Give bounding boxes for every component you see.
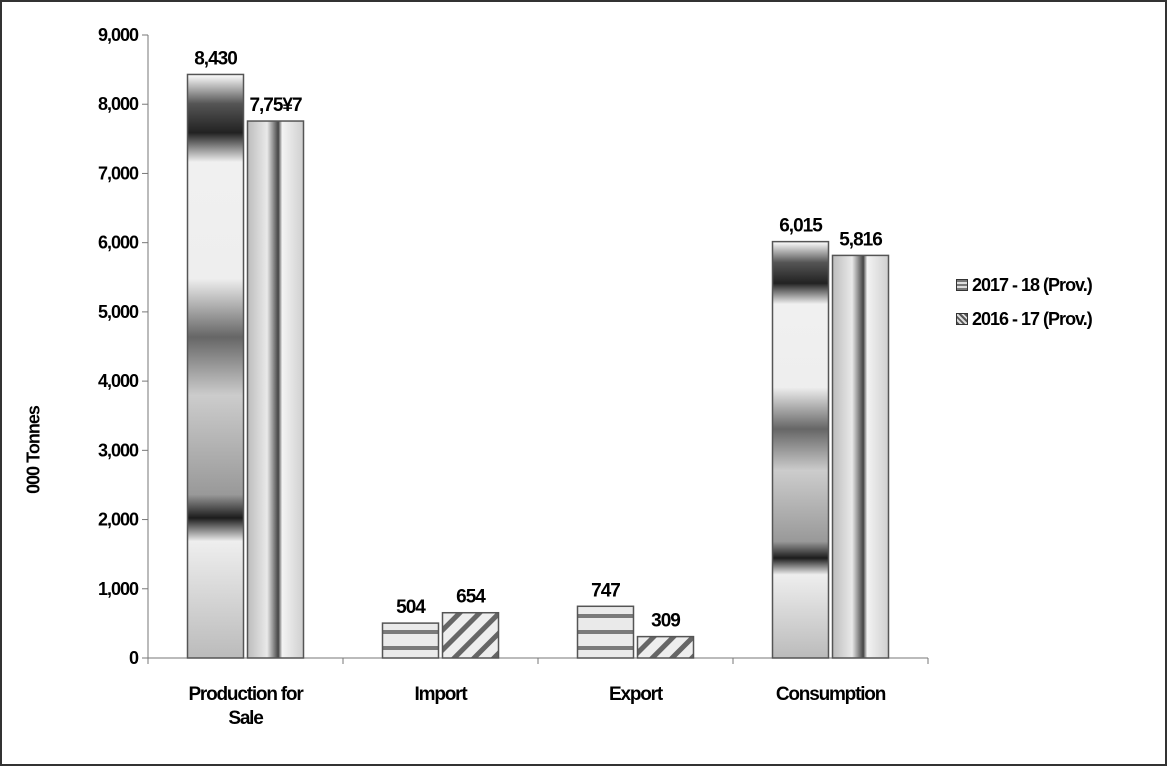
data-label: 747 [591, 580, 620, 601]
bar-2017-18 [576, 605, 635, 659]
y-tick-label: 2,000 [98, 510, 139, 530]
y-tick-label: 5,000 [98, 302, 139, 322]
bar-2016-17 [831, 254, 890, 659]
legend-swatch [956, 279, 968, 291]
y-tick-label: 1,000 [98, 579, 139, 599]
y-tick-label: 3,000 [98, 440, 139, 460]
y-tick-label: 9,000 [98, 25, 139, 45]
bar-2016-17 [441, 611, 500, 659]
legend-item-2016-17: 2016 - 17 (Prov.) [956, 302, 1093, 336]
y-tick-label: 8,000 [98, 94, 139, 114]
legend-label: 2017 - 18 (Prov.) [972, 274, 1093, 295]
y-tick-label: 0 [129, 648, 139, 668]
bar-2016-17 [636, 635, 695, 659]
legend-item-2017-18: 2017 - 18 (Prov.) [956, 268, 1093, 302]
bar-2017-18 [771, 240, 830, 659]
data-label: 7,75¥7 [249, 95, 302, 116]
data-label: 5,816 [839, 229, 882, 250]
data-label: 504 [396, 597, 426, 618]
x-tick-label: Sale [228, 708, 263, 729]
x-tick-label: Consumption [776, 684, 886, 705]
y-tick-label: 6,000 [98, 233, 139, 253]
bar-2017-18 [186, 73, 245, 659]
bar-2016-17 [246, 120, 305, 659]
y-tick-label: 4,000 [98, 371, 139, 391]
data-label: 8,430 [194, 48, 237, 69]
y-axis-title: 000 Tonnes [23, 406, 44, 494]
y-tick-label: 7,000 [98, 163, 139, 183]
x-tick-label: Import [415, 684, 469, 705]
legend: 2017 - 18 (Prov.) 2016 - 17 (Prov.) [956, 268, 1093, 336]
x-tick-label: Export [609, 684, 664, 705]
data-label: 654 [456, 587, 486, 608]
data-label: 6,015 [779, 216, 823, 237]
bar-2017-18 [381, 622, 440, 659]
data-label: 309 [651, 611, 680, 632]
legend-label: 2016 - 17 (Prov.) [972, 308, 1093, 329]
x-tick-label: Production for [188, 684, 304, 705]
legend-swatch [956, 313, 968, 325]
